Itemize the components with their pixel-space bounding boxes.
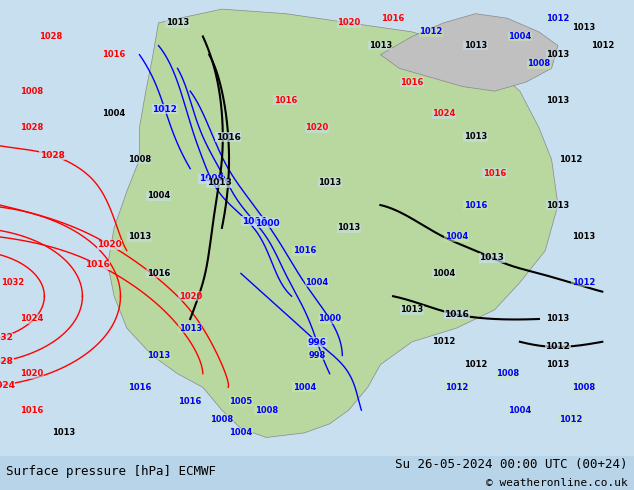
Text: 1032: 1032	[1, 278, 24, 287]
Text: 1013: 1013	[547, 50, 569, 59]
Text: 1013: 1013	[318, 178, 341, 187]
Text: 1016: 1016	[216, 133, 241, 142]
Text: 1012: 1012	[464, 360, 487, 369]
Text: 1013: 1013	[464, 132, 487, 141]
Text: 1004: 1004	[508, 406, 531, 415]
Text: 1013: 1013	[401, 305, 424, 315]
Text: 1004: 1004	[445, 232, 468, 242]
Text: 1004: 1004	[103, 109, 126, 119]
Text: 1016: 1016	[179, 396, 202, 406]
Text: 1013: 1013	[179, 323, 202, 333]
Text: 1008: 1008	[527, 59, 550, 68]
Text: 1013: 1013	[207, 178, 231, 187]
Text: 1032: 1032	[0, 333, 13, 342]
Text: 1012: 1012	[420, 27, 443, 36]
Text: 1008: 1008	[128, 155, 151, 164]
Text: 1000: 1000	[255, 219, 279, 228]
Text: 1020: 1020	[20, 369, 43, 378]
Text: 1013: 1013	[479, 253, 504, 263]
Text: 1013: 1013	[147, 351, 170, 360]
Text: 1008: 1008	[210, 415, 233, 424]
Text: 1012: 1012	[153, 105, 178, 114]
Polygon shape	[108, 9, 558, 438]
Text: 1004: 1004	[432, 269, 455, 278]
Text: 1028: 1028	[20, 123, 43, 132]
Text: 1012: 1012	[445, 383, 468, 392]
Text: 1012: 1012	[432, 337, 455, 346]
Text: 1016: 1016	[464, 200, 487, 210]
Text: 1020: 1020	[97, 240, 122, 249]
Text: 1013: 1013	[547, 200, 569, 210]
Text: 1004: 1004	[293, 383, 316, 392]
Text: 1028: 1028	[39, 32, 62, 41]
Text: 1012: 1012	[559, 415, 582, 424]
Text: 1012: 1012	[559, 155, 582, 164]
Text: 1013: 1013	[547, 315, 569, 323]
Text: 1004: 1004	[306, 278, 328, 287]
Text: 1028: 1028	[40, 151, 65, 160]
Text: 1004: 1004	[230, 428, 252, 438]
Text: 1016: 1016	[444, 310, 469, 319]
Text: 1008: 1008	[20, 87, 43, 96]
Text: 996: 996	[308, 338, 327, 346]
Text: 1013: 1013	[166, 18, 189, 27]
Text: 1012: 1012	[591, 41, 614, 50]
Text: 1028: 1028	[0, 357, 13, 366]
Text: 1016: 1016	[85, 260, 110, 269]
Text: 1024: 1024	[432, 109, 455, 119]
Text: 1020: 1020	[179, 292, 202, 301]
Text: 1012: 1012	[547, 14, 569, 23]
Text: 1004: 1004	[147, 192, 170, 200]
Text: 1020: 1020	[306, 123, 328, 132]
Text: 1008: 1008	[496, 369, 519, 378]
Text: Su 26-05-2024 00:00 UTC (00+24): Su 26-05-2024 00:00 UTC (00+24)	[395, 458, 628, 471]
Text: 1013: 1013	[464, 41, 487, 50]
Text: 1016: 1016	[382, 14, 404, 23]
Text: 1012: 1012	[545, 343, 570, 351]
Text: 1013: 1013	[52, 428, 75, 438]
Text: 1004: 1004	[242, 217, 267, 226]
Text: 1005: 1005	[230, 396, 252, 406]
Text: 1008: 1008	[198, 174, 223, 183]
Text: 1008: 1008	[572, 383, 595, 392]
Text: 1008: 1008	[255, 406, 278, 415]
Text: 1024: 1024	[0, 381, 15, 390]
Text: 1020: 1020	[337, 18, 360, 27]
Text: 1016: 1016	[103, 50, 126, 59]
Text: 1013: 1013	[547, 360, 569, 369]
Polygon shape	[380, 14, 558, 91]
Text: 1013: 1013	[128, 232, 151, 242]
Text: 998: 998	[308, 351, 326, 360]
Text: 1013: 1013	[547, 96, 569, 105]
Text: 1016: 1016	[293, 246, 316, 255]
Text: 1000: 1000	[318, 315, 341, 323]
Text: 1016: 1016	[401, 77, 424, 87]
Text: Surface pressure [hPa] ECMWF: Surface pressure [hPa] ECMWF	[6, 465, 216, 478]
Text: 1013: 1013	[337, 223, 360, 232]
Text: © weatheronline.co.uk: © weatheronline.co.uk	[486, 478, 628, 488]
Text: 1013: 1013	[369, 41, 392, 50]
Text: 1016: 1016	[20, 406, 43, 415]
Text: 1016: 1016	[147, 269, 170, 278]
Text: 1012: 1012	[572, 278, 595, 287]
Text: 1013: 1013	[572, 23, 595, 32]
Text: 1016: 1016	[483, 169, 506, 178]
Text: 1016: 1016	[274, 96, 297, 105]
Text: 1013: 1013	[572, 232, 595, 242]
Text: 1024: 1024	[20, 315, 43, 323]
Text: 1004: 1004	[508, 32, 531, 41]
Text: 1016: 1016	[128, 383, 151, 392]
